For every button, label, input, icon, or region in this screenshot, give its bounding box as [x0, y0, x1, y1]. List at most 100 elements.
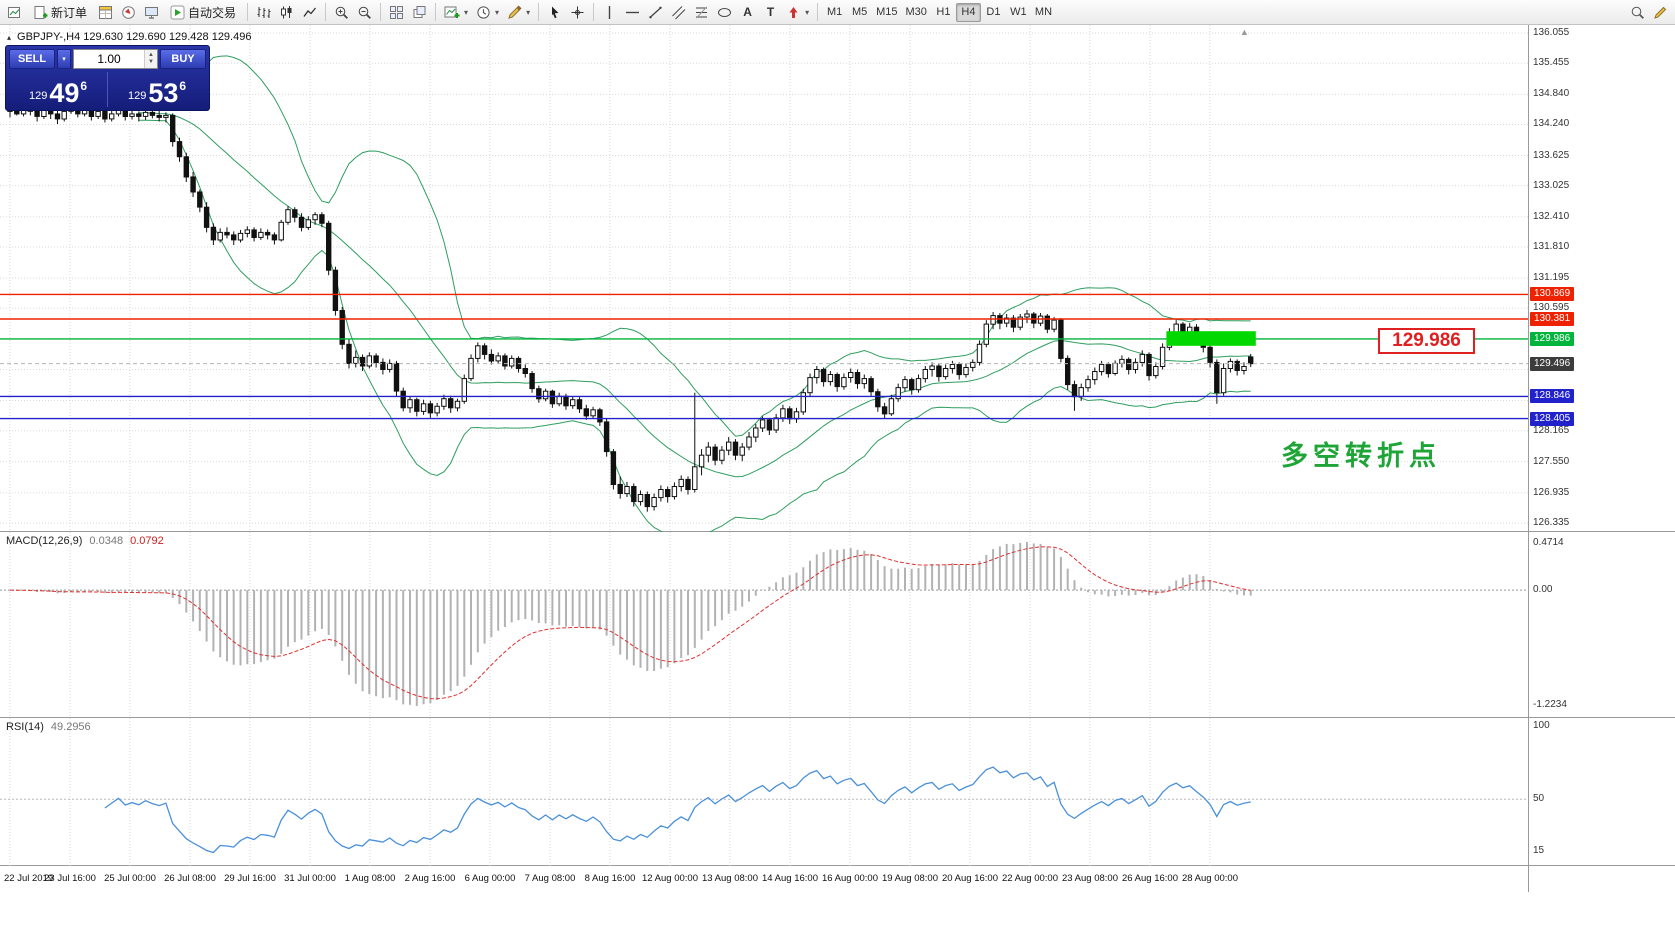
price-tag-object[interactable]: 129.986 — [1378, 328, 1475, 354]
timeframe-mn-button[interactable]: MN — [1031, 3, 1056, 22]
price-axis-badge: 129.496 — [1530, 356, 1575, 371]
navigator-button[interactable] — [117, 2, 140, 23]
time-axis-label: 7 Aug 08:00 — [524, 873, 576, 884]
text-tool-button[interactable]: A — [736, 2, 759, 23]
autotrading-label: 自动交易 — [188, 5, 237, 20]
templates-button[interactable]: ▾ — [503, 2, 534, 23]
time-axis[interactable]: 22 Jul 2019 23 Jul 16:00 25 Jul 00:00 26 Ju… — [0, 866, 1528, 892]
candlestick-chart-button[interactable] — [275, 2, 298, 23]
time-axis-label: 29 Jul 16:00 — [224, 873, 276, 884]
arrows-tool-button[interactable]: ▾ — [782, 2, 813, 23]
rsi-name: RSI(14) — [6, 721, 44, 733]
sell-button[interactable]: SELL — [9, 49, 55, 69]
rsi-axis-label: 50 — [1533, 793, 1545, 805]
zoom-out-button[interactable] — [353, 2, 376, 23]
macd-axis-label: -1.2234 — [1533, 699, 1567, 710]
bar-chart-button[interactable] — [252, 2, 275, 23]
clock-icon — [477, 5, 490, 19]
macd-signal-line — [9, 546, 1251, 700]
new-chart-button[interactable] — [3, 2, 26, 23]
cursor-icon — [552, 6, 559, 18]
toolbar-separator — [247, 3, 249, 21]
toolbar-separator — [435, 3, 437, 21]
price-axis-badge: 130.869 — [1530, 287, 1575, 302]
pencil-icon — [1654, 6, 1667, 19]
time-axis-label: 26 Jul 08:00 — [164, 873, 216, 884]
macd-axis[interactable]: 0.4714 0.00 -1.2234 — [1528, 532, 1675, 717]
new-order-label: 新订单 — [51, 5, 88, 20]
label-tool-icon: T — [766, 5, 775, 19]
cascade-windows-button[interactable] — [408, 2, 431, 23]
annotation-text-object[interactable]: 多空转折点 — [1281, 441, 1441, 471]
fibonacci-tool-button[interactable] — [690, 2, 713, 23]
buy-price-big: 53 — [148, 78, 179, 108]
rsi-axis-label: 15 — [1533, 844, 1545, 856]
arrow-tool-icon — [789, 6, 798, 18]
stepper-down-icon[interactable]: ▼ — [148, 59, 154, 65]
time-axis-label: 31 Jul 00:00 — [284, 873, 336, 884]
price-axis[interactable]: 136.055 135.455 134.840 134.240 133.625 133.0… — [1528, 25, 1675, 531]
market-watch-button[interactable] — [94, 2, 117, 23]
price-chart-panel: ▴ GBPJPY-,H4 129.630 129.690 129.428 129… — [0, 25, 1675, 532]
vertical-line-icon — [608, 5, 611, 19]
rsi-line — [104, 766, 1251, 854]
horizontal-line-icon — [626, 11, 640, 13]
chart-shift-marker[interactable]: ▲ — [1240, 27, 1249, 37]
price-axis-label: 133.625 — [1533, 149, 1570, 161]
time-axis-label: 19 Aug 08:00 — [882, 873, 938, 884]
zoom-in-button[interactable] — [330, 2, 353, 23]
vertical-line-tool-button[interactable] — [598, 2, 621, 23]
macd-axis-label: 0.4714 — [1533, 537, 1564, 548]
crosshair-button[interactable] — [566, 2, 589, 23]
fibonacci-icon — [696, 6, 708, 18]
volume-stepper[interactable]: ▲ ▼ — [144, 50, 157, 68]
rsi-axis[interactable]: 100 50 15 — [1528, 718, 1675, 865]
trendline-tool-button[interactable] — [644, 2, 667, 23]
main-chart-canvas[interactable] — [0, 25, 1528, 532]
highlight-rectangle-object[interactable] — [1166, 331, 1256, 346]
sell-price-sup: 6 — [80, 79, 88, 93]
time-axis-label: 8 Aug 16:00 — [584, 873, 636, 884]
edit-button[interactable] — [1649, 2, 1672, 23]
buy-button[interactable]: BUY — [160, 49, 206, 69]
timeframe-m1-button[interactable]: M1 — [822, 3, 847, 22]
trade-options-dropdown[interactable]: ▾ — [57, 49, 71, 69]
periods-button[interactable]: ▾ — [472, 2, 503, 23]
cursor-button[interactable] — [543, 2, 566, 23]
time-axis-label: 22 Jul 2019 — [4, 873, 54, 884]
stepper-up-icon[interactable]: ▲ — [148, 52, 154, 58]
search-button[interactable] — [1626, 2, 1649, 23]
macd-canvas[interactable] — [0, 532, 1528, 718]
timeframe-m30-button[interactable]: M30 — [902, 3, 931, 22]
indicators-button[interactable]: ▾ — [440, 2, 472, 23]
timeframe-m5-button[interactable]: M5 — [847, 3, 872, 22]
timeframe-m15-button[interactable]: M15 — [872, 3, 901, 22]
timeframe-h4-button[interactable]: H4 — [955, 2, 981, 22]
time-axis-label: 13 Aug 08:00 — [702, 873, 758, 884]
price-divider — [107, 72, 108, 107]
horizontal-line-tool-button[interactable] — [621, 2, 644, 23]
autotrading-button[interactable]: 自动交易 — [163, 2, 243, 23]
toolbar-separator — [325, 3, 327, 21]
macd-name: MACD(12,26,9) — [6, 535, 83, 547]
volume-input[interactable] — [74, 50, 144, 68]
terminal-button[interactable] — [140, 2, 163, 23]
timeframe-d1-button[interactable]: D1 — [981, 3, 1006, 22]
new-order-button[interactable]: 新订单 — [26, 2, 94, 23]
shapes-tool-button[interactable] — [713, 2, 736, 23]
terminal-icon — [145, 6, 159, 19]
trendline-icon — [649, 6, 662, 18]
macd-label: MACD(12,26,9) 0.0348 0.0792 — [6, 535, 164, 547]
label-tool-button[interactable]: T — [759, 2, 782, 23]
chevron-down-icon: ▾ — [805, 7, 810, 17]
timeframe-w1-button[interactable]: W1 — [1006, 3, 1031, 22]
rsi-canvas[interactable] — [0, 718, 1528, 866]
line-chart-button[interactable] — [298, 2, 321, 23]
buy-price: 129 53 6 — [108, 72, 206, 107]
timeframe-h1-button[interactable]: H1 — [931, 3, 956, 22]
buy-price-sup: 6 — [179, 79, 187, 93]
chevron-down-icon: ▾ — [495, 7, 500, 17]
channel-tool-button[interactable] — [667, 2, 690, 23]
trade-panel-collapse-icon[interactable]: ▴ — [7, 32, 12, 42]
tile-windows-button[interactable] — [385, 2, 408, 23]
